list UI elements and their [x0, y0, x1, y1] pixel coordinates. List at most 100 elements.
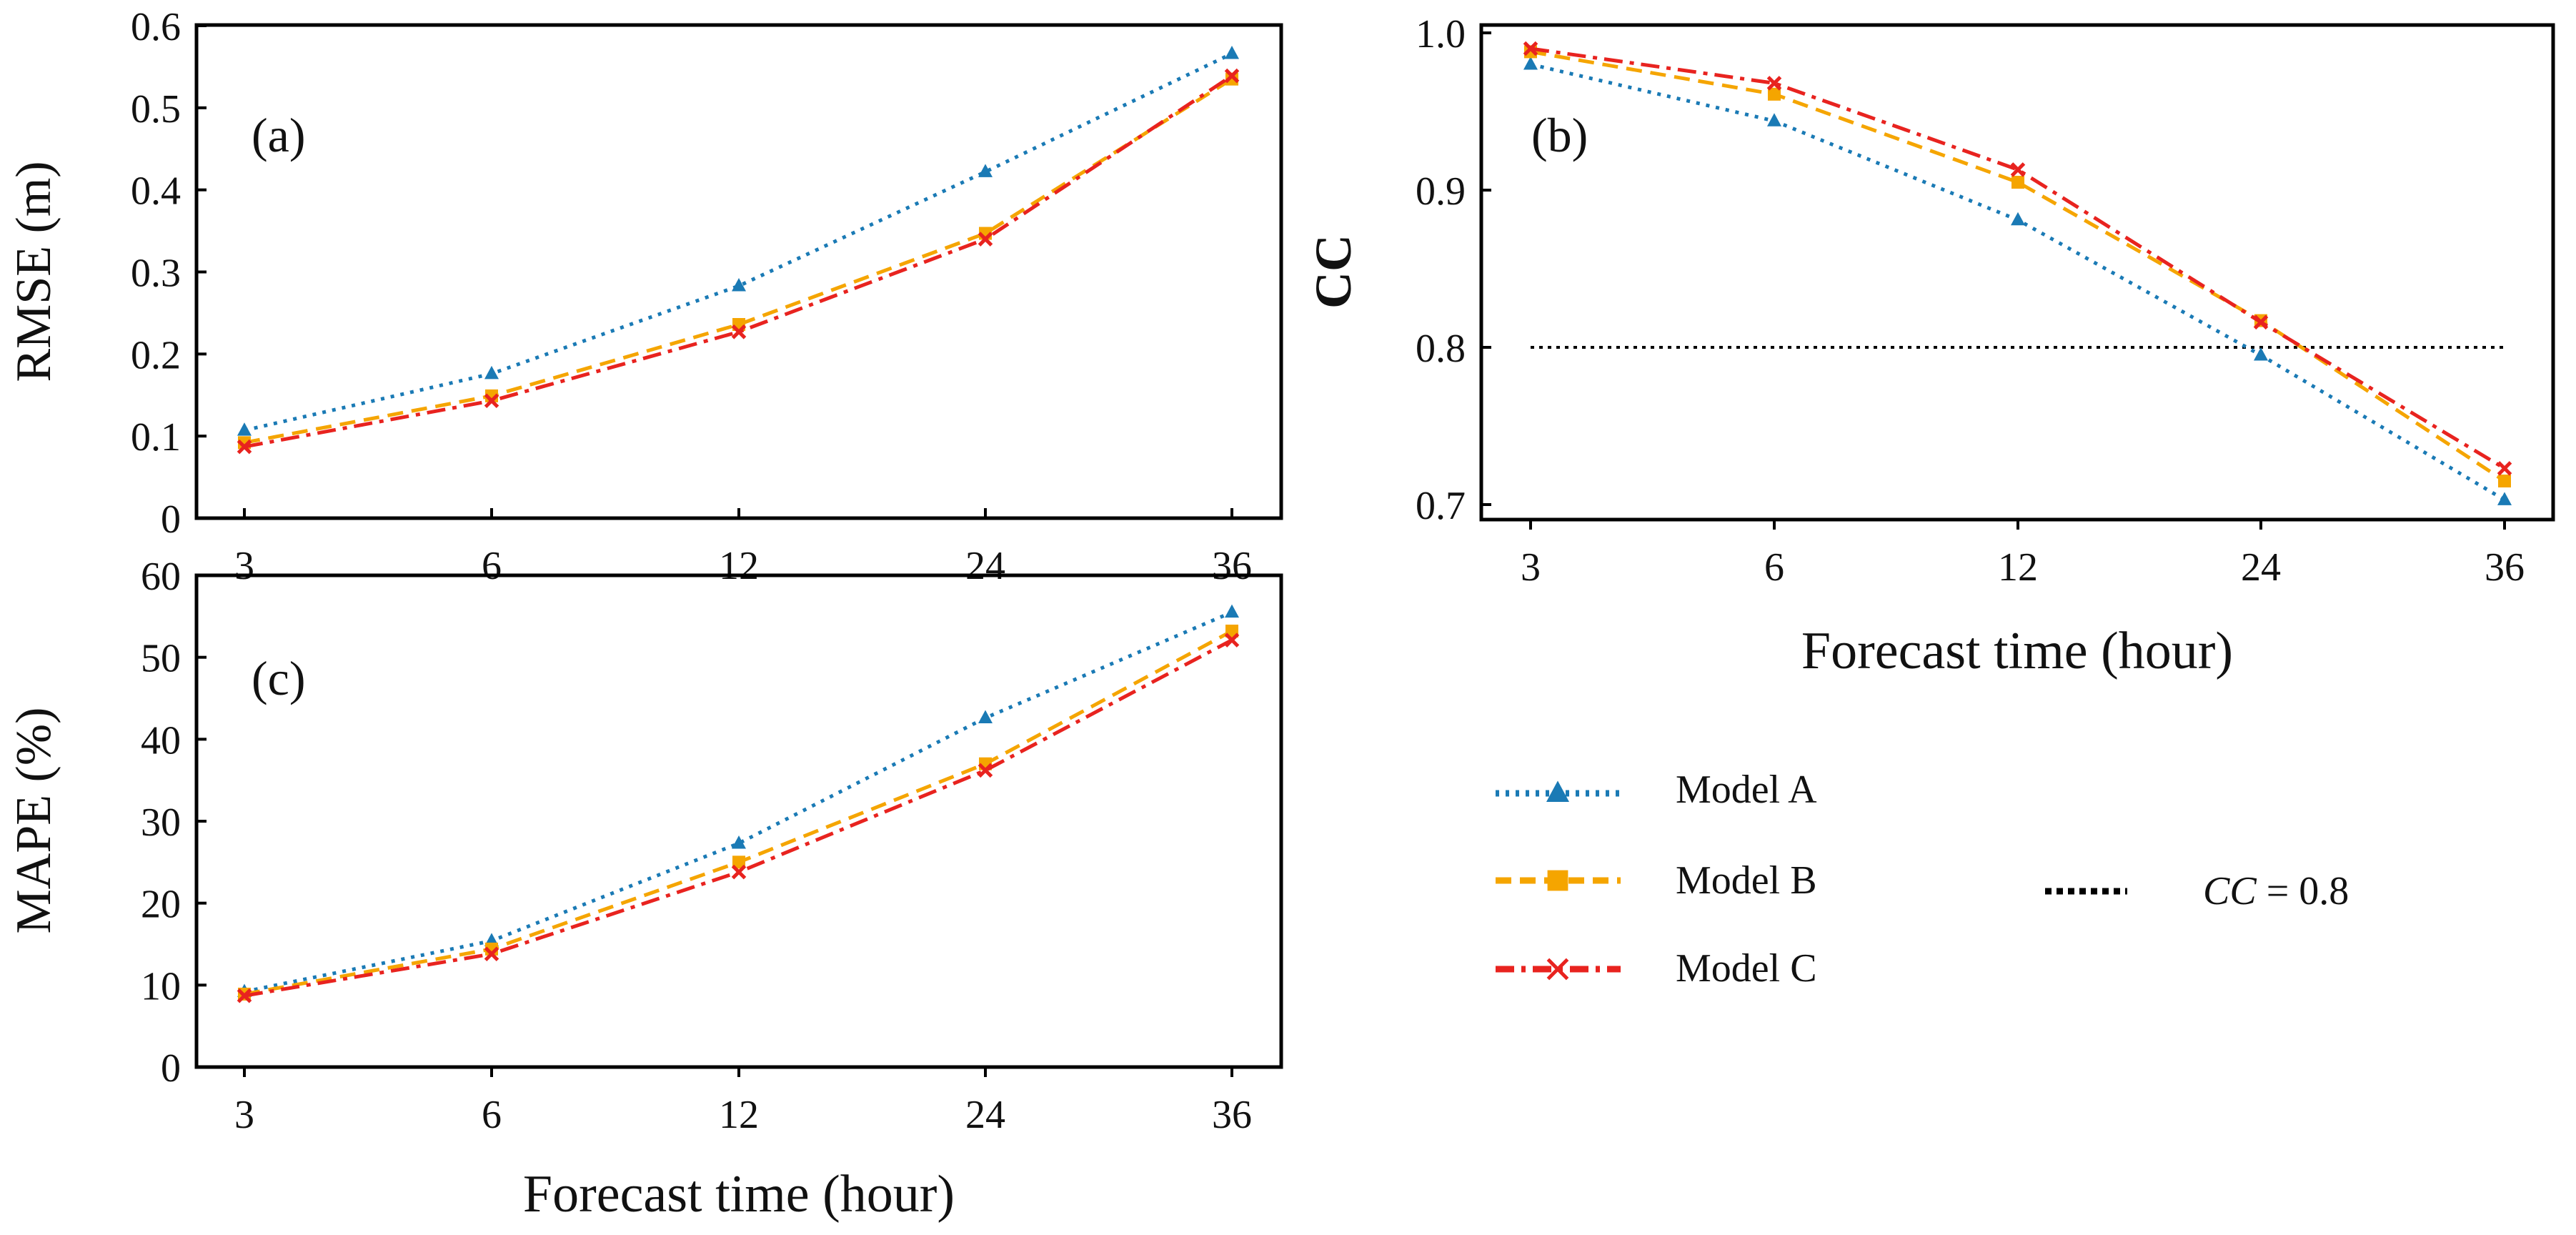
- xtick-label: 6: [482, 544, 502, 588]
- data-point-model-c: [484, 946, 499, 962]
- data-point-model-c: [1224, 633, 1240, 648]
- ytick-label: 0.5: [131, 87, 181, 132]
- data-point-model-a: [1523, 56, 1538, 70]
- panel-b-frame: [1479, 23, 2555, 522]
- ytick-label: 0.3: [131, 252, 181, 296]
- ytick-label: 60: [141, 555, 181, 599]
- legend-item-model-a: Model A: [1496, 768, 1817, 812]
- legend-reference-label: CC = 0.8: [2203, 869, 2349, 913]
- data-point-model-c: [731, 864, 747, 880]
- xtick-label: 3: [234, 544, 254, 588]
- legend-swatch-model-c: [1496, 958, 1621, 981]
- data-point-model-a: [2254, 347, 2268, 361]
- ytick-label: 10: [141, 964, 181, 1008]
- panel-c-ylabel: MAPE (%): [6, 708, 61, 934]
- data-point-model-c: [978, 232, 993, 247]
- xtick-label: 24: [965, 1093, 1005, 1137]
- data-point-model-a: [978, 164, 993, 177]
- legend-marker-model-b: [1547, 870, 1568, 891]
- data-point-model-b: [1768, 87, 1781, 101]
- xtick-label: 3: [1521, 545, 1541, 590]
- ytick-label: 30: [141, 800, 181, 845]
- data-point-model-c: [237, 988, 252, 1003]
- legend-item-reference: CC = 0.8: [2045, 869, 2349, 913]
- ytick-label: 0.1: [131, 415, 181, 460]
- legend-label-model-b: Model B: [1676, 858, 1817, 903]
- data-point-model-a: [2497, 492, 2512, 505]
- series-line-model-a: [244, 51, 1233, 432]
- panel-c-label: (c): [252, 651, 305, 705]
- legend-item-model-b: Model B: [1496, 858, 1817, 903]
- legend-item-model-c: Model C: [1496, 946, 1817, 991]
- data-point-model-b: [2011, 176, 2024, 189]
- panel-a-rmse: (a) RMSE (m) 00.10.20.30.40.50.6 3 6 12 24 3…: [6, 5, 1283, 588]
- legend-reference-rest: = 0.8: [2257, 869, 2349, 913]
- xtick-label: 24: [2241, 545, 2281, 590]
- panel-a-frame: [194, 23, 1283, 520]
- ytick-label: 40: [141, 718, 181, 763]
- legend-marker-model-c: [1546, 958, 1569, 981]
- ytick-label: 0.6: [131, 5, 181, 49]
- ytick-label: 50: [141, 637, 181, 681]
- panel-c-yticks: 0 10 20 30 40 50 60: [141, 555, 207, 1091]
- series-line-model-c: [244, 74, 1233, 449]
- legend-swatch-model-b: [1496, 870, 1621, 891]
- data-point-model-c: [237, 439, 252, 455]
- data-point-model-c: [2497, 461, 2512, 476]
- xtick-label: 6: [1764, 545, 1784, 590]
- panel-b-xlabel: Forecast time (hour): [1801, 622, 2233, 680]
- panel-a-ylabel: RMSE (m): [6, 161, 61, 382]
- panel-a-series: [237, 46, 1240, 455]
- xtick-label: 6: [482, 1093, 502, 1137]
- ytick-label: 0.2: [131, 333, 181, 377]
- ytick-label: 0: [161, 1046, 181, 1091]
- data-point-model-c: [731, 324, 747, 339]
- panel-b-ylabel: CC: [1305, 234, 1362, 309]
- panel-b-label: (b): [1531, 108, 1588, 162]
- data-point-model-c: [1766, 76, 1782, 91]
- series-line-model-b: [244, 77, 1233, 445]
- data-point-model-a: [1225, 46, 1239, 59]
- ytick-label: 0: [161, 497, 181, 542]
- panel-a-xticks: 3 6 12 24 36: [234, 508, 1252, 588]
- ytick-label: 0.4: [131, 169, 181, 214]
- xtick-label: 12: [719, 544, 759, 588]
- data-point-model-c: [1523, 41, 1538, 56]
- panel-c-series: [237, 604, 1240, 1003]
- xtick-label: 12: [1998, 545, 2038, 590]
- legend-marker-model-a: [1546, 780, 1569, 802]
- series-line-model-c: [244, 638, 1233, 998]
- data-point-model-a: [1767, 113, 1781, 127]
- panel-a-yticks: 0 0.1 0.2 0.3 0.4 0.5 0.6: [131, 5, 207, 542]
- panel-b-yticks: 0.7 0.8 0.9 1.0: [1416, 12, 1491, 528]
- panel-c-frame: [194, 573, 1283, 1069]
- series-line-model-c: [1530, 46, 2506, 470]
- data-point-model-a: [1225, 604, 1239, 618]
- data-point-model-a: [2011, 212, 2025, 226]
- panel-b-cc: (b) CC 0.70.80.91.0 3 6 12 24 36 Forecast ti…: [1305, 12, 2555, 680]
- data-point-model-c: [2010, 162, 2026, 177]
- data-point-model-c: [1224, 68, 1240, 84]
- data-point-model-a: [484, 365, 499, 380]
- data-point-model-a: [237, 422, 252, 436]
- xtick-label: 36: [2485, 545, 2525, 590]
- series-line-model-a: [1530, 62, 2506, 502]
- ytick-label: 0.9: [1416, 169, 1466, 214]
- legend-reference-italic: CC: [2203, 869, 2257, 913]
- xtick-label: 36: [1212, 544, 1252, 588]
- data-point-model-b: [1225, 72, 1238, 86]
- legend: Model A Model B Model C CC = 0.8: [1496, 768, 2349, 991]
- data-point-model-b: [1225, 624, 1238, 638]
- data-point-model-b: [2498, 475, 2511, 487]
- legend-label-model-a: Model A: [1676, 768, 1817, 812]
- ytick-label: 1.0: [1416, 12, 1466, 56]
- legend-label-model-c: Model C: [1676, 946, 1817, 991]
- data-point-model-c: [484, 393, 499, 409]
- data-point-model-a: [732, 278, 746, 292]
- legend-swatch-model-a: [1496, 780, 1621, 802]
- data-point-model-c: [2253, 314, 2269, 330]
- ytick-label: 0.8: [1416, 327, 1466, 371]
- data-point-model-c: [978, 763, 993, 778]
- panel-c-xlabel: Forecast time (hour): [523, 1165, 955, 1224]
